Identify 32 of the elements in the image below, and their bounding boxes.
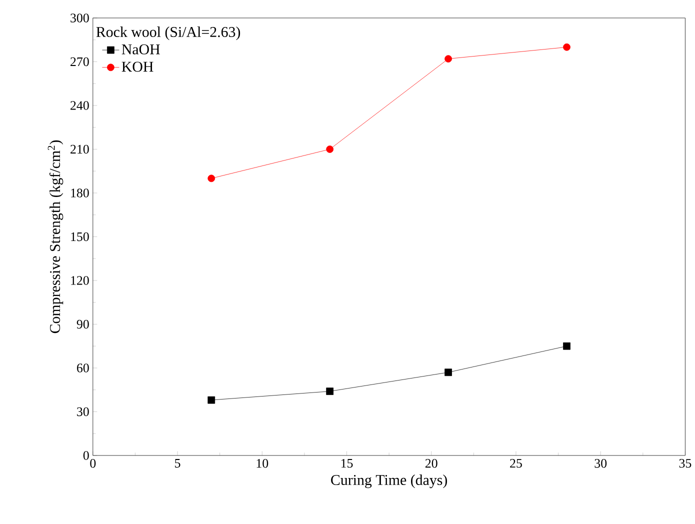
legend-title: Rock wool (Si/Al=2.63): [96, 26, 240, 40]
point: [326, 145, 334, 153]
point: [563, 43, 570, 51]
point: [444, 368, 452, 376]
x-tick-label: 30: [594, 458, 607, 468]
point: [444, 54, 452, 62]
point: [563, 342, 570, 350]
x-tick-label: 15: [341, 458, 353, 468]
y-tick-label: 300: [70, 13, 89, 22]
y-tick-label: 240: [70, 100, 89, 110]
x-axis-title: Curing Time (days): [331, 474, 447, 488]
y-tick-label: 210: [70, 144, 89, 154]
legend-label: NaOH: [122, 44, 160, 54]
x-tick-label: 20: [425, 458, 438, 468]
legend-label: KOH: [122, 62, 154, 72]
y-tick-label: 150: [71, 232, 89, 241]
y-tick-label: 180: [71, 188, 89, 198]
y-tick-label: 60: [77, 363, 89, 372]
point: [326, 387, 334, 395]
y-tick-label: 120: [71, 276, 89, 285]
point: [208, 396, 216, 404]
x-tick-label: 5: [175, 458, 180, 468]
y-tick-label: 0: [83, 450, 89, 460]
x-tick-label: 35: [679, 458, 692, 468]
y-tick-label: 270: [70, 57, 89, 66]
y-tick-label: 30: [77, 407, 89, 416]
x-tick-label: 10: [256, 458, 268, 468]
x-tick-label: 0: [90, 458, 96, 468]
y-axis-title: Compressive Strength (kgf/cm$^{2}$): [48, 140, 64, 333]
y-tick-label: 90: [76, 320, 89, 328]
x-tick-label: 25: [510, 458, 522, 468]
point: [208, 174, 216, 182]
